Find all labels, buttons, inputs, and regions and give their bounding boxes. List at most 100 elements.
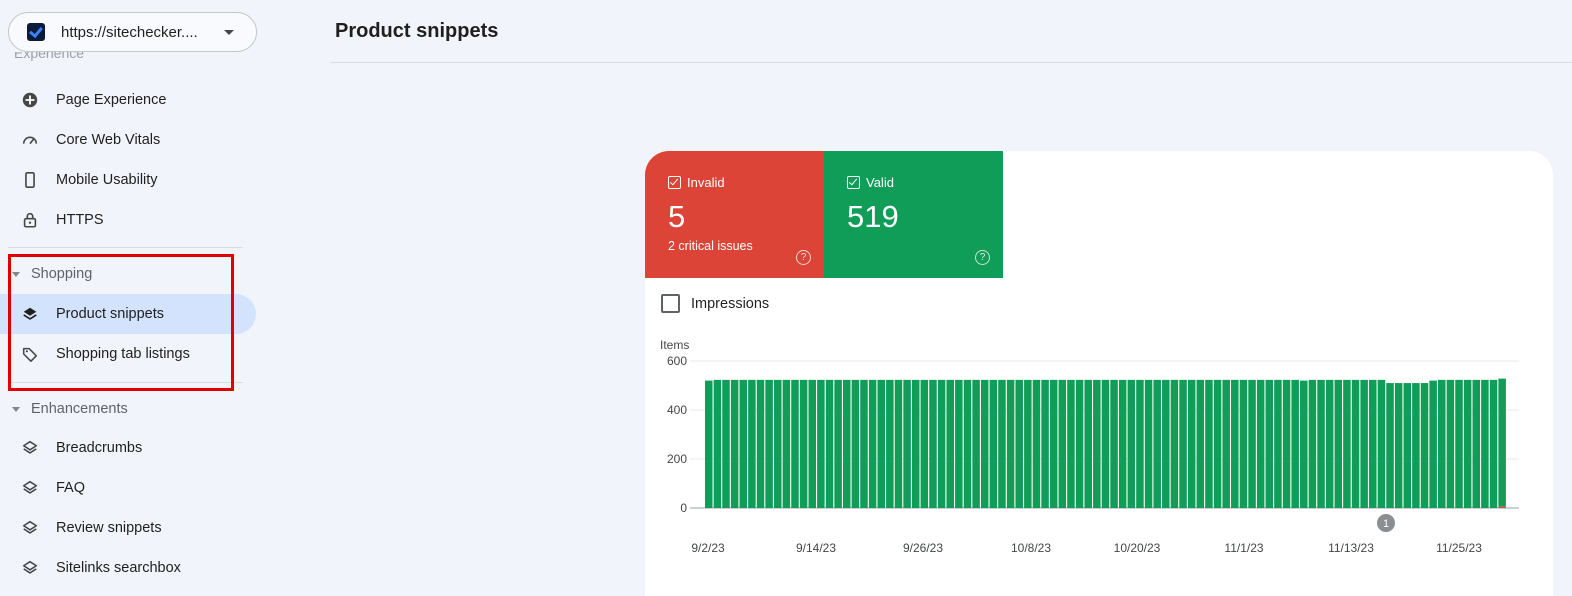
sidebar-item-page-experience[interactable]: Page Experience [0,80,256,120]
bar-valid[interactable] [860,379,868,508]
bar-valid[interactable] [1300,380,1308,508]
bar-valid[interactable] [1291,379,1299,508]
bar-valid[interactable] [911,379,920,508]
bar-valid[interactable] [903,379,911,508]
sidebar-item-faq[interactable]: FAQ [0,468,256,508]
bar-valid[interactable] [1153,379,1161,508]
bar-valid[interactable] [1231,379,1239,508]
bar-valid[interactable] [1093,379,1101,508]
bar-invalid[interactable] [1498,506,1506,508]
bar-valid[interactable] [1196,379,1205,508]
section-header-enhancements[interactable]: Enhancements [0,394,128,424]
bar-valid[interactable] [1067,379,1075,508]
bar-valid[interactable] [739,379,748,508]
help-icon[interactable]: ? [796,250,811,265]
bar-valid[interactable] [1248,379,1256,508]
bar-valid[interactable] [886,379,894,508]
bar-valid[interactable] [937,379,946,508]
bar-valid[interactable] [748,379,756,508]
bar-valid[interactable] [1136,379,1144,508]
checkbox-unchecked-icon[interactable] [661,294,680,313]
bar-valid[interactable] [1489,379,1498,508]
bar-valid[interactable] [929,379,937,508]
bar-valid[interactable] [851,379,860,508]
bar-valid[interactable] [894,379,903,508]
bar-valid[interactable] [1075,379,1084,508]
bar-valid[interactable] [791,379,799,508]
bar-valid[interactable] [1446,379,1455,508]
bar-valid[interactable] [1032,379,1041,508]
bar-valid[interactable] [1110,379,1118,508]
bar-valid[interactable] [773,379,782,508]
bar-valid[interactable] [799,379,808,508]
sidebar-item-https[interactable]: HTTPS [0,200,256,240]
bar-valid[interactable] [989,379,998,508]
bar-valid[interactable] [1179,379,1187,508]
bar-valid[interactable] [1144,379,1153,508]
bar-valid[interactable] [1041,379,1049,508]
bar-valid[interactable] [782,379,791,508]
bar-valid[interactable] [808,379,817,508]
bar-valid[interactable] [825,379,834,508]
bar-valid[interactable] [1403,383,1412,508]
bar-valid[interactable] [1472,379,1481,508]
bar-valid[interactable] [1213,379,1222,508]
bar-valid[interactable] [705,380,713,508]
bar-valid[interactable] [1308,379,1317,508]
bar-valid[interactable] [955,379,963,508]
bar-valid[interactable] [1101,379,1110,508]
bar-valid[interactable] [1049,379,1058,508]
bar-valid[interactable] [1412,383,1420,508]
impressions-checkbox[interactable]: Impressions [661,294,769,313]
bar-valid[interactable] [842,379,851,508]
sidebar-item-shopping-tab-listings[interactable]: Shopping tab listings [0,334,256,374]
bar-valid[interactable] [1429,380,1437,508]
bar-valid[interactable] [868,379,877,508]
bar-valid[interactable] [713,379,722,508]
help-icon[interactable]: ? [975,250,990,265]
bar-valid[interactable] [730,379,739,508]
bar-valid[interactable] [1317,379,1325,508]
invalid-tile[interactable]: Invalid 5 2 critical issues ? [645,151,824,278]
bar-valid[interactable] [1438,379,1446,508]
bar-valid[interactable] [1274,379,1282,508]
bar-valid[interactable] [1187,379,1196,508]
sidebar-item-core-web-vitals[interactable]: Core Web Vitals [0,120,256,160]
bar-valid[interactable] [1498,378,1506,507]
bar-valid[interactable] [1127,379,1136,508]
sidebar-item-mobile-usability[interactable]: Mobile Usability [0,160,256,200]
bar-valid[interactable] [1265,379,1274,508]
bar-valid[interactable] [980,379,989,508]
bar-valid[interactable] [1170,379,1179,508]
valid-tile[interactable]: Valid 519 ? [824,151,1003,278]
bar-valid[interactable] [756,379,765,508]
bar-valid[interactable] [817,379,825,508]
bar-valid[interactable] [722,379,730,508]
bar-valid[interactable] [1360,379,1368,508]
sidebar-item-breadcrumbs[interactable]: Breadcrumbs [0,428,256,468]
annotation-marker[interactable]: 1 [1377,514,1395,532]
section-header-shopping[interactable]: Shopping [0,259,92,289]
bar-valid[interactable] [920,379,929,508]
bar-valid[interactable] [1325,379,1334,508]
property-selector[interactable]: https://sitechecker.... [8,12,257,52]
bar-valid[interactable] [1118,379,1127,508]
bar-valid[interactable] [877,379,885,508]
bar-valid[interactable] [1282,379,1291,508]
bar-valid[interactable] [1481,379,1489,508]
bar-valid[interactable] [1351,379,1360,508]
checkbox-checked-icon[interactable] [668,176,681,189]
bar-valid[interactable] [1006,379,1015,508]
bar-valid[interactable] [963,379,972,508]
bar-valid[interactable] [1369,379,1377,508]
sidebar-item-product-snippets[interactable]: Product snippets [0,294,256,334]
bar-valid[interactable] [1463,379,1472,508]
bar-valid[interactable] [1239,379,1248,508]
bar-valid[interactable] [1334,379,1343,508]
bar-valid[interactable] [834,379,842,508]
bar-valid[interactable] [765,379,773,508]
sidebar-item-review-snippets[interactable]: Review snippets [0,508,256,548]
bar-valid[interactable] [1162,379,1170,508]
bar-valid[interactable] [1256,379,1265,508]
bar-valid[interactable] [1455,379,1463,508]
